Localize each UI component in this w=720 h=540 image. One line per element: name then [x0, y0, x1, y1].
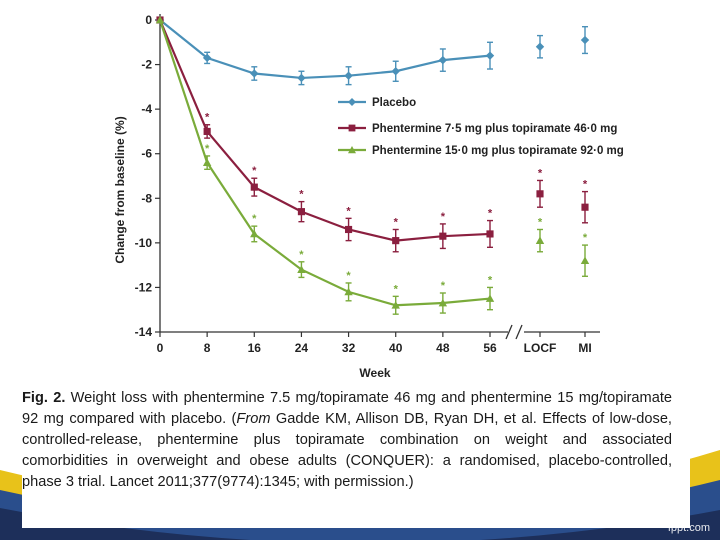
x-tick-label: 8 [204, 341, 211, 355]
data-point [392, 237, 400, 245]
data-point [250, 229, 259, 238]
weight-loss-chart: 0 -2 -4 -6 -8 -10 -12 -14 0 8 16 24 32 40 48 56 LOCF MI We… [113, 13, 624, 380]
significance-marker: * [488, 208, 493, 220]
legend-label: Placebo [372, 97, 416, 109]
data-point [344, 71, 353, 80]
data-point [485, 51, 495, 60]
significance-marker: * [441, 280, 446, 292]
y-tick-label: 0 [145, 13, 152, 27]
figure-caption: Fig. 2. Weight loss with phentermine 7.5… [22, 388, 672, 493]
data-point [391, 67, 400, 76]
data-point [345, 225, 353, 234]
slide-card [22, 0, 690, 528]
data-point [348, 146, 356, 154]
significance-marker: * [346, 270, 351, 282]
y-tick-label: -12 [135, 280, 153, 294]
data-point [438, 298, 448, 307]
caption-text-1: Weight loss with phentermine 7.5 mg/topi… [22, 390, 672, 427]
data-point [486, 230, 494, 238]
significance-marker: * [583, 179, 588, 191]
data-point [297, 265, 306, 273]
data-point [580, 256, 590, 265]
significance-marker: * [252, 213, 257, 225]
data-point [536, 190, 544, 198]
significance-marker: * [205, 112, 210, 124]
x-tick-label: 32 [342, 341, 356, 355]
data-point [535, 42, 545, 51]
watermark: fppt.com [667, 522, 710, 534]
significance-marker: * [394, 216, 399, 228]
x-tick-label: 0 [157, 341, 164, 355]
legend-label: Phentermine 15·0 mg plus topiramate 92·0… [372, 145, 624, 157]
significance-marker: * [205, 143, 210, 155]
series-line-high_dose [158, 19, 491, 307]
data-point [391, 301, 400, 309]
data-point [155, 15, 165, 24]
series-line-low_dose [158, 19, 491, 242]
data-point [202, 158, 212, 166]
y-axis-label: Change from baseline (%) [113, 116, 127, 263]
significance-marker: * [488, 274, 493, 286]
data-point [344, 287, 353, 296]
significance-marker: * [583, 232, 588, 244]
x-tick-label: 48 [436, 341, 450, 355]
x-tick-label: 24 [295, 341, 309, 355]
data-point [202, 53, 212, 63]
series-line-placebo [159, 19, 491, 80]
x-axis-label: Week [359, 366, 390, 380]
significance-marker: * [394, 283, 399, 295]
data-point [348, 98, 356, 106]
y-tick-label: -6 [141, 147, 152, 161]
caption-from-label: From [236, 411, 271, 427]
axis-break-mark [515, 324, 523, 340]
caption-text-2: Gadde KM, Allison DB, Ryan DH, et al. Ef… [22, 411, 672, 490]
data-point [348, 124, 356, 132]
data-point [250, 69, 259, 78]
x-tick-label: 40 [389, 341, 403, 355]
significance-marker: * [299, 189, 304, 201]
x-tick-label: 16 [248, 341, 262, 355]
data-point [580, 35, 590, 45]
significance-marker: * [299, 249, 304, 261]
data-point [297, 73, 306, 83]
data-point [581, 203, 589, 211]
axis-break-mark [505, 324, 513, 340]
y-tick-label: -4 [141, 102, 152, 116]
data-point [250, 183, 258, 191]
data-point [535, 236, 545, 244]
data-point [439, 232, 447, 240]
x-tick-label: 56 [483, 341, 497, 355]
y-tick-label: -10 [135, 236, 153, 250]
legend-label: Phentermine 7·5 mg plus topiramate 46·0 … [372, 123, 617, 135]
data-point [203, 127, 211, 135]
significance-marker: * [538, 167, 543, 179]
data-point [297, 208, 305, 216]
data-point [438, 55, 448, 65]
data-point [485, 294, 495, 302]
y-tick-label: -8 [141, 191, 152, 205]
y-tick-label: -14 [135, 325, 153, 339]
y-tick-label: -2 [141, 58, 152, 72]
significance-marker: * [538, 216, 543, 228]
caption-fig-label: Fig. 2. [22, 390, 66, 406]
significance-marker: * [346, 205, 351, 217]
significance-marker: * [252, 165, 257, 177]
x-tick-label: MI [578, 341, 591, 355]
x-tick-label: LOCF [524, 341, 557, 355]
significance-marker: * [441, 211, 446, 223]
